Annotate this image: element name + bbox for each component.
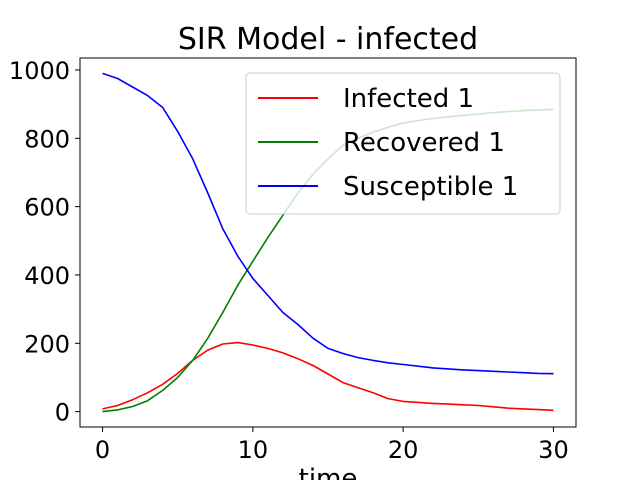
y-tick-label: 400 bbox=[24, 262, 70, 290]
legend: Infected 1 Recovered 1 Susceptible 1 bbox=[245, 72, 561, 215]
chart-title: SIR Model - infected bbox=[178, 22, 478, 57]
y-tick-label: 600 bbox=[24, 194, 70, 222]
legend-label: Recovered 1 bbox=[343, 128, 505, 158]
plot-frame bbox=[79, 57, 577, 428]
x-tick-label: 20 bbox=[388, 436, 419, 464]
legend-frame bbox=[245, 72, 561, 215]
x-axis-label: time bbox=[299, 464, 358, 480]
legend-entries: Infected 1 Recovered 1 Susceptible 1 bbox=[258, 84, 518, 202]
legend-label: Infected 1 bbox=[343, 84, 474, 114]
y-tick-label: 0 bbox=[55, 399, 70, 427]
y-axis: 0 200 400 600 800 1000 bbox=[9, 57, 80, 427]
x-tick-label: 30 bbox=[538, 436, 569, 464]
x-axis: 0 10 20 30 bbox=[95, 427, 569, 464]
legend-label: Susceptible 1 bbox=[343, 172, 518, 202]
x-tick-label: 10 bbox=[238, 436, 269, 464]
series-line-infected-1 bbox=[102, 341, 554, 412]
y-tick-label: 1000 bbox=[9, 57, 70, 85]
y-tick-label: 200 bbox=[24, 330, 70, 358]
x-tick-label: 0 bbox=[95, 436, 110, 464]
y-tick-label: 800 bbox=[24, 125, 70, 153]
series-line-susceptible-1 bbox=[102, 72, 554, 375]
